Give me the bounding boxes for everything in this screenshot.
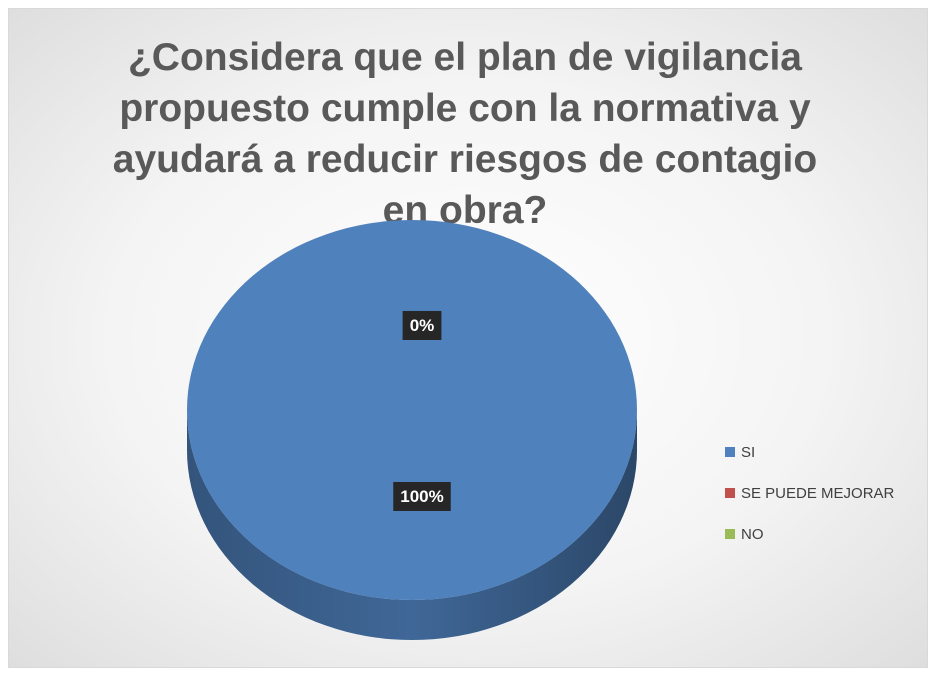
legend-label: NO <box>741 526 764 543</box>
data-label: 0% <box>410 316 435 335</box>
legend-label: SI <box>741 444 755 461</box>
chart-title: ¿Considera que el plan de vigilancia pro… <box>112 36 818 232</box>
data-label-box <box>402 310 442 340</box>
data-label-box <box>393 481 451 511</box>
legend-swatch <box>725 447 735 457</box>
data-label: 100% <box>400 487 443 506</box>
slice <box>187 220 637 600</box>
legend-swatch <box>725 529 735 539</box>
legend-swatch <box>725 488 735 498</box>
slice-side-shade <box>187 410 637 640</box>
legend-label: SE PUEDE MEJORAR <box>741 485 895 502</box>
